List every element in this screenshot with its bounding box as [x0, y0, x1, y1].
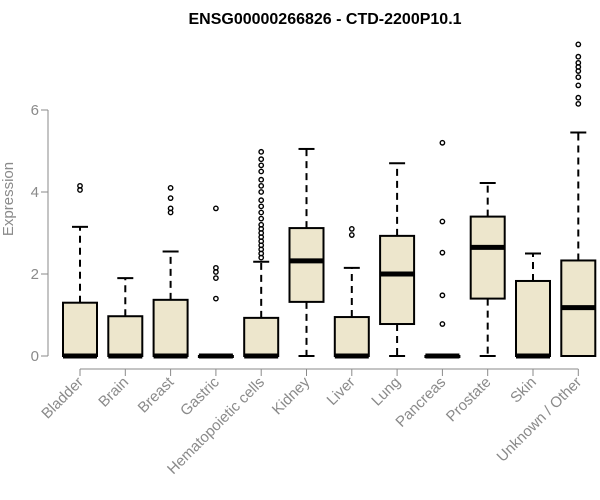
box-iqr: [288, 227, 325, 303]
boxes-group: [62, 41, 597, 359]
outlier-point: [258, 189, 265, 195]
box-1: [107, 277, 144, 359]
y-axis-label: Expression: [0, 162, 17, 236]
outlier-point: [258, 148, 265, 155]
x-tick-label: Skin: [507, 374, 540, 407]
outlier-point: [575, 100, 582, 107]
y-tick-label: 4: [31, 184, 39, 201]
outlier-point: [258, 215, 265, 222]
outlier-point: [258, 156, 265, 163]
outlier-point: [439, 249, 446, 256]
outlier-point: [575, 74, 582, 81]
box-iqr: [243, 316, 280, 357]
x-tick-label: Brain: [95, 374, 132, 411]
y-tick-label: 0: [31, 348, 39, 365]
box-iqr: [333, 316, 370, 357]
outlier-point: [439, 292, 446, 299]
x-tick-label: Lung: [368, 374, 404, 410]
box-4: [243, 148, 280, 359]
box-10: [515, 252, 551, 359]
box-6: [333, 225, 370, 359]
outlier-point: [212, 205, 219, 212]
box-2: [152, 184, 189, 359]
box-7: [379, 162, 416, 357]
outlier-point: [575, 53, 582, 60]
outlier-point: [258, 197, 265, 204]
box-0: [62, 182, 98, 359]
outlier-point: [258, 182, 265, 189]
outlier-point: [167, 205, 174, 212]
x-tick-label: Breast: [135, 373, 178, 416]
y-tick-label: 2: [31, 266, 39, 283]
x-tick-label: Pancreas: [392, 374, 449, 431]
outlier-point: [258, 168, 265, 175]
outlier-point: [167, 184, 174, 191]
outlier-point: [212, 264, 219, 271]
outlier-point: [575, 59, 582, 66]
x-tick-label: Unknown / Other: [494, 374, 586, 466]
box-iqr: [469, 215, 506, 300]
box-iqr: [515, 279, 551, 357]
box-iqr: [107, 315, 144, 358]
outlier-point: [575, 94, 582, 101]
box-iqr: [152, 298, 189, 357]
x-tick-label: Bladder: [38, 374, 87, 423]
outlier-point: [212, 275, 219, 281]
outlier-point: [77, 182, 83, 189]
outlier-point: [212, 295, 219, 302]
x-tick-label: Prostate: [443, 374, 495, 426]
x-tick-label: Liver: [324, 374, 359, 409]
outlier-point: [348, 225, 355, 232]
box-iqr: [379, 234, 416, 326]
outlier-point: [258, 209, 265, 216]
y-axis: 0 2 4 6: [31, 102, 49, 365]
box-9: [469, 181, 506, 357]
outlier-point: [167, 195, 174, 202]
chart-title: ENSG00000266826 - CTD-2200P10.1: [188, 11, 461, 28]
outlier-point: [258, 221, 265, 228]
outlier-point: [575, 82, 582, 89]
outlier-point: [439, 139, 446, 146]
outlier-point: [575, 41, 582, 48]
x-tick-label: Kidney: [269, 373, 314, 418]
y-tick-label: 6: [31, 102, 39, 119]
box-3: [197, 205, 234, 359]
box-iqr: [62, 301, 98, 358]
outlier-point: [258, 176, 265, 183]
outlier-point: [348, 232, 355, 238]
outlier-point: [258, 203, 265, 210]
outlier-point: [439, 321, 446, 327]
box-5: [288, 147, 325, 357]
outlier-point: [439, 218, 446, 225]
box-11: [560, 41, 597, 357]
box-8: [424, 139, 461, 359]
outlier-point: [258, 162, 265, 169]
